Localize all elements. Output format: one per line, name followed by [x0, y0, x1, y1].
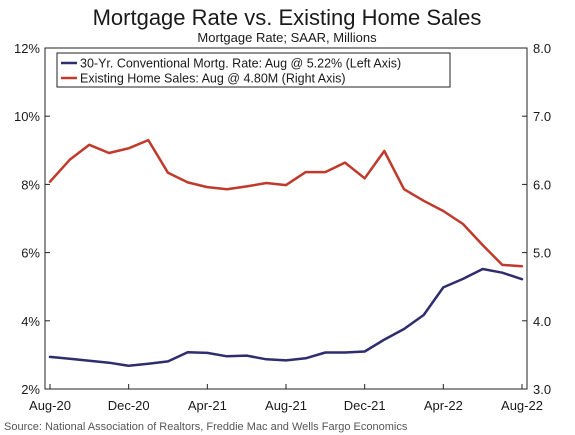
- legend-label-home-sales: Existing Home Sales: Aug @ 4.80M (Right …: [80, 72, 346, 86]
- x-axis-tick-label: Dec-20: [108, 398, 150, 413]
- left-axis: 2% 4% 6% 8% 10% 12%: [14, 41, 50, 397]
- chart-subtitle: Mortgage Rate; SAAR, Millions: [197, 30, 377, 45]
- x-axis-tick-label: Dec-21: [344, 398, 386, 413]
- legend-box: [56, 52, 451, 88]
- right-axis: 3.0 4.0 5.0 6.0 7.0 8.0: [522, 41, 551, 397]
- x-axis: Aug-20 Dec-20 Apr-21 Aug-21 Dec-21 Apr-22 Aug-…: [29, 384, 543, 413]
- source-note: Source: National Association of Realtors…: [4, 421, 408, 433]
- x-axis-tick-label: Apr-21: [188, 398, 227, 413]
- left-axis-tick-label: 4%: [21, 314, 40, 329]
- left-axis-tick-label: 8%: [21, 177, 40, 192]
- x-axis-tick-label: Aug-20: [29, 398, 71, 413]
- right-axis-tick-label: 6.0: [533, 177, 551, 192]
- x-axis-tick-label: Aug-21: [265, 398, 307, 413]
- left-axis-tick-label: 6%: [21, 246, 40, 261]
- right-axis-tick-label: 8.0: [533, 41, 551, 56]
- chart-title: Mortgage Rate vs. Existing Home Sales: [93, 5, 482, 30]
- right-axis-tick-label: 5.0: [533, 246, 551, 261]
- left-axis-tick-label: 10%: [14, 109, 40, 124]
- right-axis-tick-label: 3.0: [533, 382, 551, 397]
- left-axis-tick-label: 12%: [14, 41, 40, 56]
- series-layer: [48, 138, 524, 368]
- legend: 30-Yr. Conventional Mortg. Rate: Aug @ 5…: [56, 52, 451, 88]
- series-line-mortgage-rate: [48, 267, 524, 368]
- x-axis-tick-label: Aug-22: [501, 398, 543, 413]
- legend-label-mortgage-rate: 30-Yr. Conventional Mortg. Rate: Aug @ 5…: [80, 57, 401, 71]
- left-axis-tick-label: 2%: [21, 382, 40, 397]
- right-axis-tick-label: 4.0: [533, 314, 551, 329]
- series-line-home-sales: [48, 138, 524, 268]
- right-axis-tick-label: 7.0: [533, 109, 551, 124]
- x-axis-tick-label: Apr-22: [424, 398, 463, 413]
